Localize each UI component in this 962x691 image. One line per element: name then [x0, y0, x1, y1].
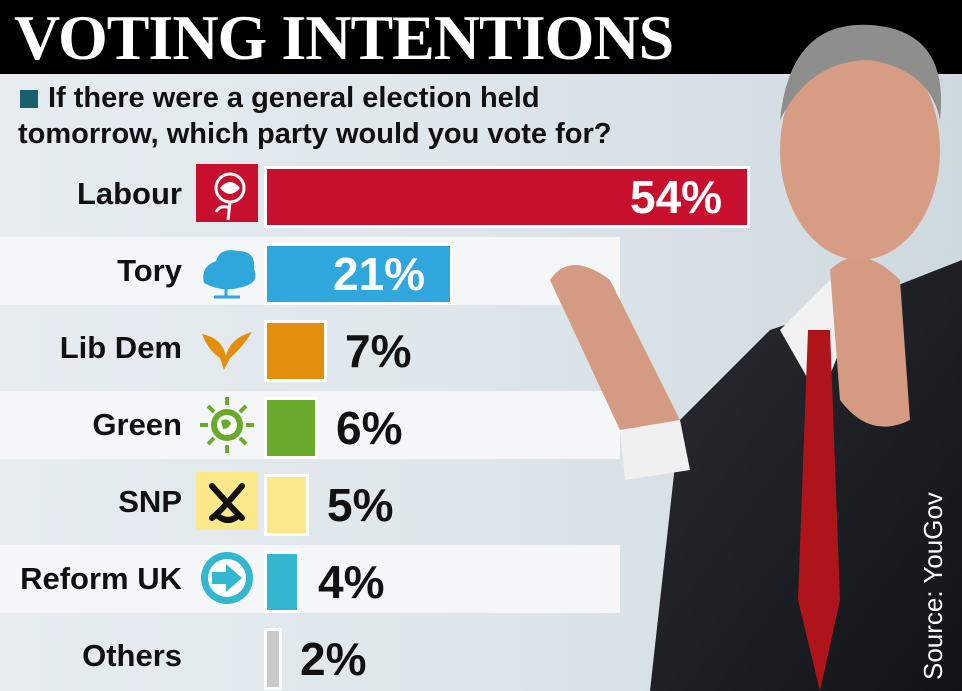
rose-icon	[196, 164, 258, 222]
bullet-square	[20, 90, 38, 108]
bird-icon	[202, 332, 252, 370]
hair	[780, 24, 942, 120]
value-label: 2%	[300, 633, 367, 685]
label-reform-uk: Reform UK	[20, 561, 182, 596]
head	[780, 40, 940, 260]
photo-illustration	[550, 24, 962, 691]
label-snp: SNP	[118, 484, 182, 519]
value-label: 5%	[327, 479, 394, 531]
label-tory: Tory	[117, 253, 182, 288]
label-labour: Labour	[76, 176, 182, 211]
label-others: Others	[82, 638, 182, 673]
thistle-x-icon	[196, 472, 258, 530]
bar-reform-uk	[264, 551, 300, 613]
globe-leaf-icon	[200, 397, 254, 453]
hand-right	[830, 257, 910, 427]
label-green: Green	[92, 407, 182, 442]
label-lib-dem: Lib Dem	[59, 330, 182, 365]
tie	[798, 330, 840, 691]
bar-others	[264, 628, 282, 690]
value-label: 21%	[333, 248, 426, 300]
tree-icon	[203, 250, 256, 299]
row-band	[0, 545, 620, 613]
chart-subtitle: If there were a general election held to…	[18, 82, 612, 150]
source-credit: Source: YouGov	[918, 492, 948, 680]
chart-title: VOTING INTENTIONS	[14, 2, 674, 73]
bar-green	[264, 397, 318, 459]
bar-tory	[264, 243, 453, 305]
hand-left	[550, 265, 680, 443]
value-label: 4%	[318, 556, 385, 608]
value-label: 7%	[345, 325, 412, 377]
bar-labour	[264, 166, 750, 228]
value-label: 54%	[630, 171, 723, 223]
value-label: 6%	[336, 402, 403, 454]
bar-snp	[264, 474, 309, 536]
bar-lib-dem	[264, 320, 327, 382]
cuff-left	[620, 420, 690, 480]
arrow-circle-icon	[201, 552, 253, 604]
